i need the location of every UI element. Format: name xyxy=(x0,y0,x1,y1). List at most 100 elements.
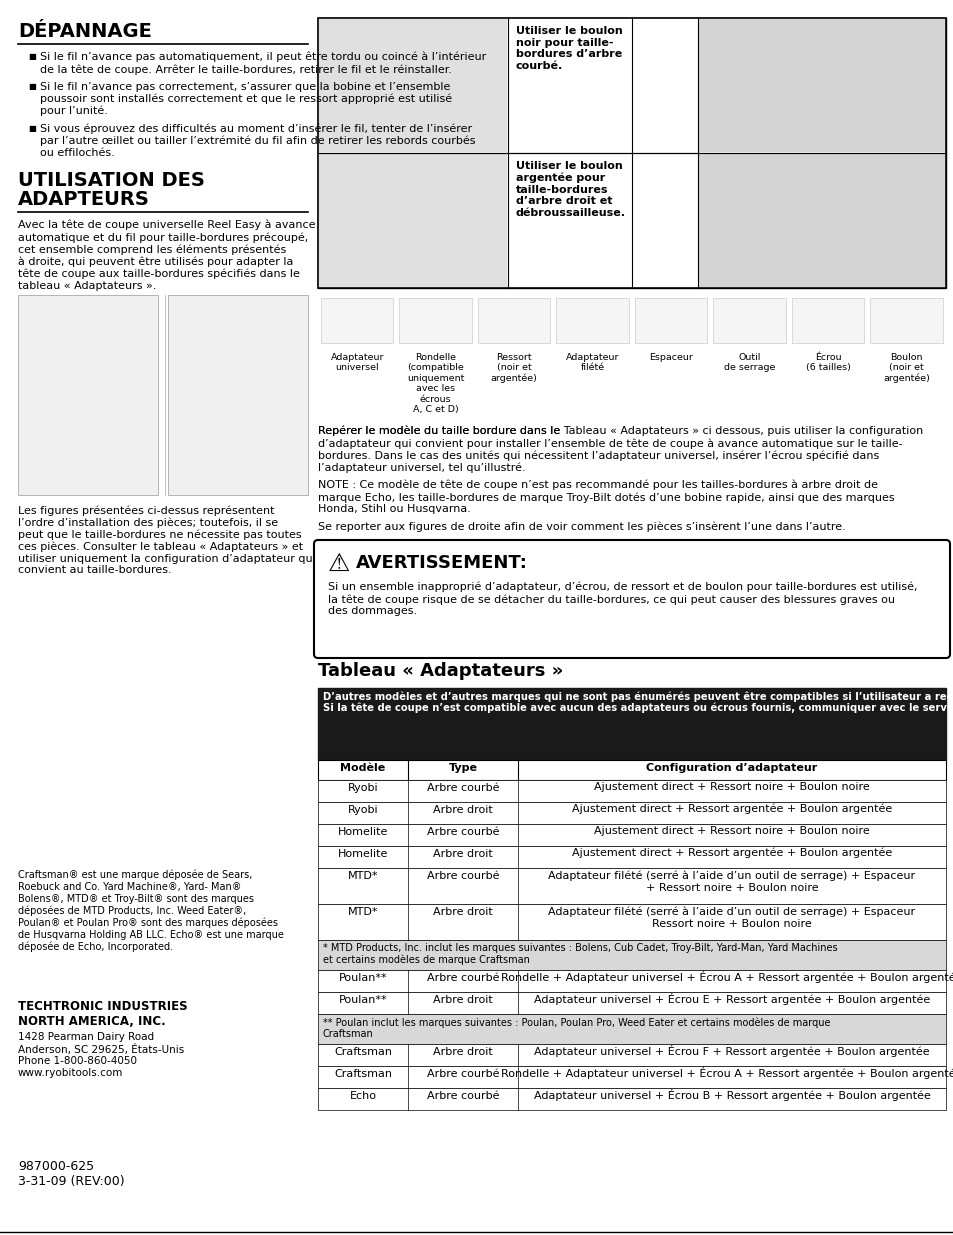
Bar xyxy=(317,1014,945,1044)
Text: Les figures présentées ci-dessus représentent
l’ordre d’installation des pièces;: Les figures présentées ci-dessus représe… xyxy=(18,505,315,576)
Text: Adaptateur
universel: Adaptateur universel xyxy=(330,353,384,373)
Text: Écrou
(6 tailles): Écrou (6 tailles) xyxy=(805,353,850,373)
Text: UTILISATION DES: UTILISATION DES xyxy=(18,170,205,190)
Text: Repérer le modèle du taille bordure dans le Tableau « Adaptateurs » ci dessous, : Repérer le modèle du taille bordure dans… xyxy=(317,426,923,473)
Text: Si le fil n’avance pas correctement, s’assurer que la bobine et l’ensemble
pouss: Si le fil n’avance pas correctement, s’a… xyxy=(40,82,452,116)
Text: Rondelle
(compatible
uniquement
avec les
écrous
A, C et D): Rondelle (compatible uniquement avec les… xyxy=(407,353,464,414)
Text: Ressort
(noir et
argentée): Ressort (noir et argentée) xyxy=(490,353,537,383)
Bar xyxy=(318,154,506,287)
Text: Arbre droit: Arbre droit xyxy=(433,848,493,860)
Bar xyxy=(317,1088,945,1110)
Bar xyxy=(318,154,630,287)
Text: Poulan**: Poulan** xyxy=(338,995,387,1005)
Text: ⚠: ⚠ xyxy=(328,552,350,576)
Bar xyxy=(317,781,945,802)
Text: Si le fil n’avance pas automatiquement, il peut être tordu ou coincé à l’intérie: Si le fil n’avance pas automatiquement, … xyxy=(40,52,486,74)
Bar xyxy=(869,298,942,343)
Bar xyxy=(317,760,945,781)
Bar xyxy=(317,904,945,940)
Text: Arbre courbé: Arbre courbé xyxy=(426,973,498,983)
Bar xyxy=(317,992,945,1014)
Bar xyxy=(317,846,945,868)
Bar xyxy=(168,295,308,495)
Text: Craftsman® est une marque déposée de Sears,
Roebuck and Co. Yard Machine®, Yard-: Craftsman® est une marque déposée de Sea… xyxy=(18,869,284,952)
Bar xyxy=(699,19,944,152)
Bar xyxy=(477,298,550,343)
Bar xyxy=(713,298,785,343)
FancyBboxPatch shape xyxy=(314,540,949,658)
Bar xyxy=(317,1044,945,1066)
Text: ■: ■ xyxy=(28,124,36,132)
Text: DÉPANNAGE: DÉPANNAGE xyxy=(18,22,152,41)
Text: Arbre courbé: Arbre courbé xyxy=(426,1091,498,1100)
Bar xyxy=(317,940,945,969)
Bar xyxy=(317,19,945,288)
Bar xyxy=(317,824,945,846)
Text: Rondelle + Adaptateur universel + Écrou A + Ressort argentée + Boulon argentée: Rondelle + Adaptateur universel + Écrou … xyxy=(500,1067,953,1079)
Text: Homelite: Homelite xyxy=(337,848,388,860)
Bar xyxy=(318,19,506,152)
Text: Boulon
(noir et
argentée): Boulon (noir et argentée) xyxy=(882,353,929,383)
Bar xyxy=(699,154,944,287)
Text: Modèle: Modèle xyxy=(340,763,385,773)
Text: Arbre droit: Arbre droit xyxy=(433,906,493,918)
Text: Craftsman: Craftsman xyxy=(334,1070,392,1079)
Bar xyxy=(317,688,945,760)
Text: Adaptateur filété (serré à l’aide d’un outil de serrage) + Espaceur
Ressort noir: Adaptateur filété (serré à l’aide d’un o… xyxy=(548,906,915,929)
Text: Utiliser le boulon
argentée pour
taille-bordures
d’arbre droit et
débroussailleu: Utiliser le boulon argentée pour taille-… xyxy=(516,161,625,219)
Bar xyxy=(18,295,158,495)
Bar xyxy=(320,298,393,343)
Text: Si un ensemble inapproprié d’adaptateur, d’écrou, de ressort et de boulon pour t: Si un ensemble inapproprié d’adaptateur,… xyxy=(328,582,917,616)
Text: AVERTISSEMENT:: AVERTISSEMENT: xyxy=(355,555,527,572)
Text: * MTD Products, Inc. inclut les marques suivantes : Bolens, Cub Cadet, Troy-Bilt: * MTD Products, Inc. inclut les marques … xyxy=(323,944,837,966)
Text: Adaptateur filété (serré à l’aide d’un outil de serrage) + Espaceur
+ Ressort no: Adaptateur filété (serré à l’aide d’un o… xyxy=(548,871,915,893)
Text: Poulan**: Poulan** xyxy=(338,973,387,983)
Bar xyxy=(317,868,945,904)
Text: MTD*: MTD* xyxy=(348,906,377,918)
Text: ■: ■ xyxy=(28,52,36,61)
Text: Adaptateur universel + Écrou F + Ressort argentée + Boulon argentée: Adaptateur universel + Écrou F + Ressort… xyxy=(534,1045,929,1057)
Text: ■: ■ xyxy=(28,82,36,91)
Text: Arbre courbé: Arbre courbé xyxy=(426,1070,498,1079)
Text: Arbre courbé: Arbre courbé xyxy=(426,783,498,793)
Text: Arbre droit: Arbre droit xyxy=(433,995,493,1005)
Text: Se reporter aux figures de droite afin de voir comment les pièces s’insèrent l’u: Se reporter aux figures de droite afin d… xyxy=(317,522,845,532)
Bar xyxy=(317,969,945,992)
Bar xyxy=(399,298,472,343)
Text: Espaceur: Espaceur xyxy=(649,353,693,362)
Text: 987000-625
3-31-09 (REV:00): 987000-625 3-31-09 (REV:00) xyxy=(18,1160,125,1188)
Text: Ryobi: Ryobi xyxy=(347,783,378,793)
Text: Arbre courbé: Arbre courbé xyxy=(426,871,498,881)
Text: ** Poulan inclut les marques suivantes : Poulan, Poulan Pro, Weed Eater et certa: ** Poulan inclut les marques suivantes :… xyxy=(323,1016,830,1039)
Bar xyxy=(791,298,863,343)
Bar xyxy=(317,802,945,824)
Text: Arbre droit: Arbre droit xyxy=(433,805,493,815)
Bar xyxy=(317,19,945,288)
Text: Homelite: Homelite xyxy=(337,827,388,837)
Text: Rondelle + Adaptateur universel + Écrou A + Ressort argentée + Boulon argentée: Rondelle + Adaptateur universel + Écrou … xyxy=(500,971,953,983)
Text: Ajustement direct + Ressort argentée + Boulon argentée: Ajustement direct + Ressort argentée + B… xyxy=(571,847,891,858)
Text: Arbre droit: Arbre droit xyxy=(433,1047,493,1057)
Text: NOTE : Ce modèle de tête de coupe n’est pas recommandé pour les tailles-bordures: NOTE : Ce modèle de tête de coupe n’est … xyxy=(317,480,894,514)
Text: Configuration d’adaptateur: Configuration d’adaptateur xyxy=(646,763,817,773)
Text: Craftsman: Craftsman xyxy=(334,1047,392,1057)
Bar xyxy=(633,154,944,287)
Text: 1428 Pearman Dairy Road
Anderson, SC 29625, États-Unis
Phone 1-800-860-4050
www.: 1428 Pearman Dairy Road Anderson, SC 296… xyxy=(18,1032,184,1078)
Text: ADAPTEURS: ADAPTEURS xyxy=(18,190,150,209)
Text: Ryobi: Ryobi xyxy=(347,805,378,815)
Text: Tableau « Adaptateurs »: Tableau « Adaptateurs » xyxy=(317,662,563,680)
Text: Echo: Echo xyxy=(349,1091,376,1100)
Text: TECHTRONIC INDUSTRIES
NORTH AMERICA, INC.: TECHTRONIC INDUSTRIES NORTH AMERICA, INC… xyxy=(18,1000,188,1028)
Text: Arbre courbé: Arbre courbé xyxy=(426,827,498,837)
Text: Utiliser le boulon
noir pour taille-
bordures d’arbre
courbé.: Utiliser le boulon noir pour taille- bor… xyxy=(516,26,622,70)
Text: Ajustement direct + Ressort argentée + Boulon argentée: Ajustement direct + Ressort argentée + B… xyxy=(571,804,891,814)
Bar xyxy=(318,19,630,152)
Text: MTD*: MTD* xyxy=(348,871,377,881)
Text: Adaptateur universel + Écrou B + Ressort argentée + Boulon argentée: Adaptateur universel + Écrou B + Ressort… xyxy=(533,1089,929,1100)
Text: Ajustement direct + Ressort noire + Boulon noire: Ajustement direct + Ressort noire + Boul… xyxy=(594,826,869,836)
Text: Outil
de serrage: Outil de serrage xyxy=(723,353,775,373)
Bar xyxy=(556,298,628,343)
Bar xyxy=(317,1066,945,1088)
Text: Adaptateur universel + Écrou E + Ressort argentée + Boulon argentée: Adaptateur universel + Écrou E + Ressort… xyxy=(534,993,929,1005)
Text: Si la tête de coupe n’est compatible avec aucun des adaptateurs ou écrous fourni: Si la tête de coupe n’est compatible ave… xyxy=(323,703,953,713)
